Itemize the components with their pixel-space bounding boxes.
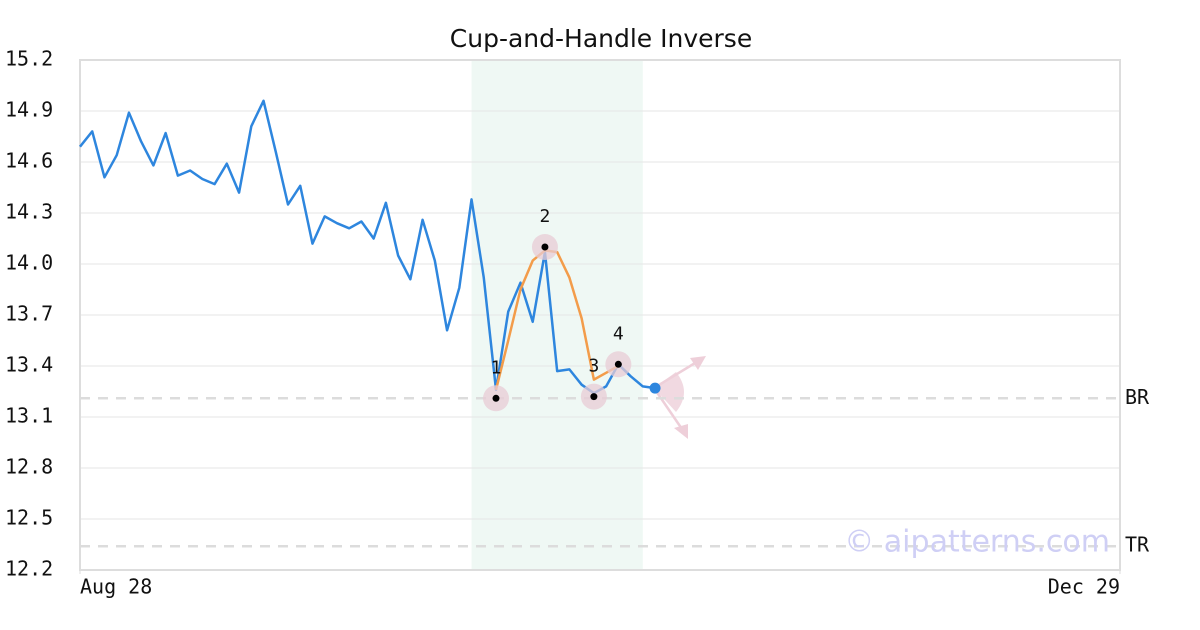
y-tick-label: 13.4 [5,353,53,377]
level-label: BR [1125,385,1150,409]
watermark: © aipatterns.com [844,525,1110,560]
pattern-label: 2 [540,206,551,227]
y-tick-label: 14.6 [5,149,53,173]
x-tick-label: Aug 28 [80,575,152,599]
y-tick-label: 14.0 [5,251,53,275]
y-tick-label: 14.9 [5,98,53,122]
last-point [649,382,661,394]
y-tick-label: 13.7 [5,302,53,326]
level-label: TR [1125,533,1150,557]
arrow-head [690,356,706,370]
series-line [79,99,656,395]
chart-title: Cup-and-Handle Inverse [450,24,752,53]
pattern-point [541,243,549,251]
arrow-head [674,424,688,439]
pattern-label: 4 [613,323,624,344]
y-tick-label: 13.1 [5,404,53,428]
y-tick-label: 15.2 [5,47,53,71]
projection-arrow [652,387,686,433]
pattern-label: 1 [491,357,502,378]
projection [652,356,706,439]
pattern-label: 3 [588,356,599,377]
pattern-point [590,393,598,401]
y-tick-label: 12.2 [5,557,53,581]
pattern-point [492,394,500,402]
projection-fan [654,372,684,412]
projection-arrow [653,358,701,390]
y-tick-label: 12.5 [5,506,53,530]
x-tick-label: Dec 29 [1048,575,1120,599]
series-line [494,249,619,391]
y-tick-label: 14.3 [5,200,53,224]
pattern-point [614,360,622,368]
plot-border [79,59,1121,571]
y-tick-label: 12.8 [5,455,53,479]
